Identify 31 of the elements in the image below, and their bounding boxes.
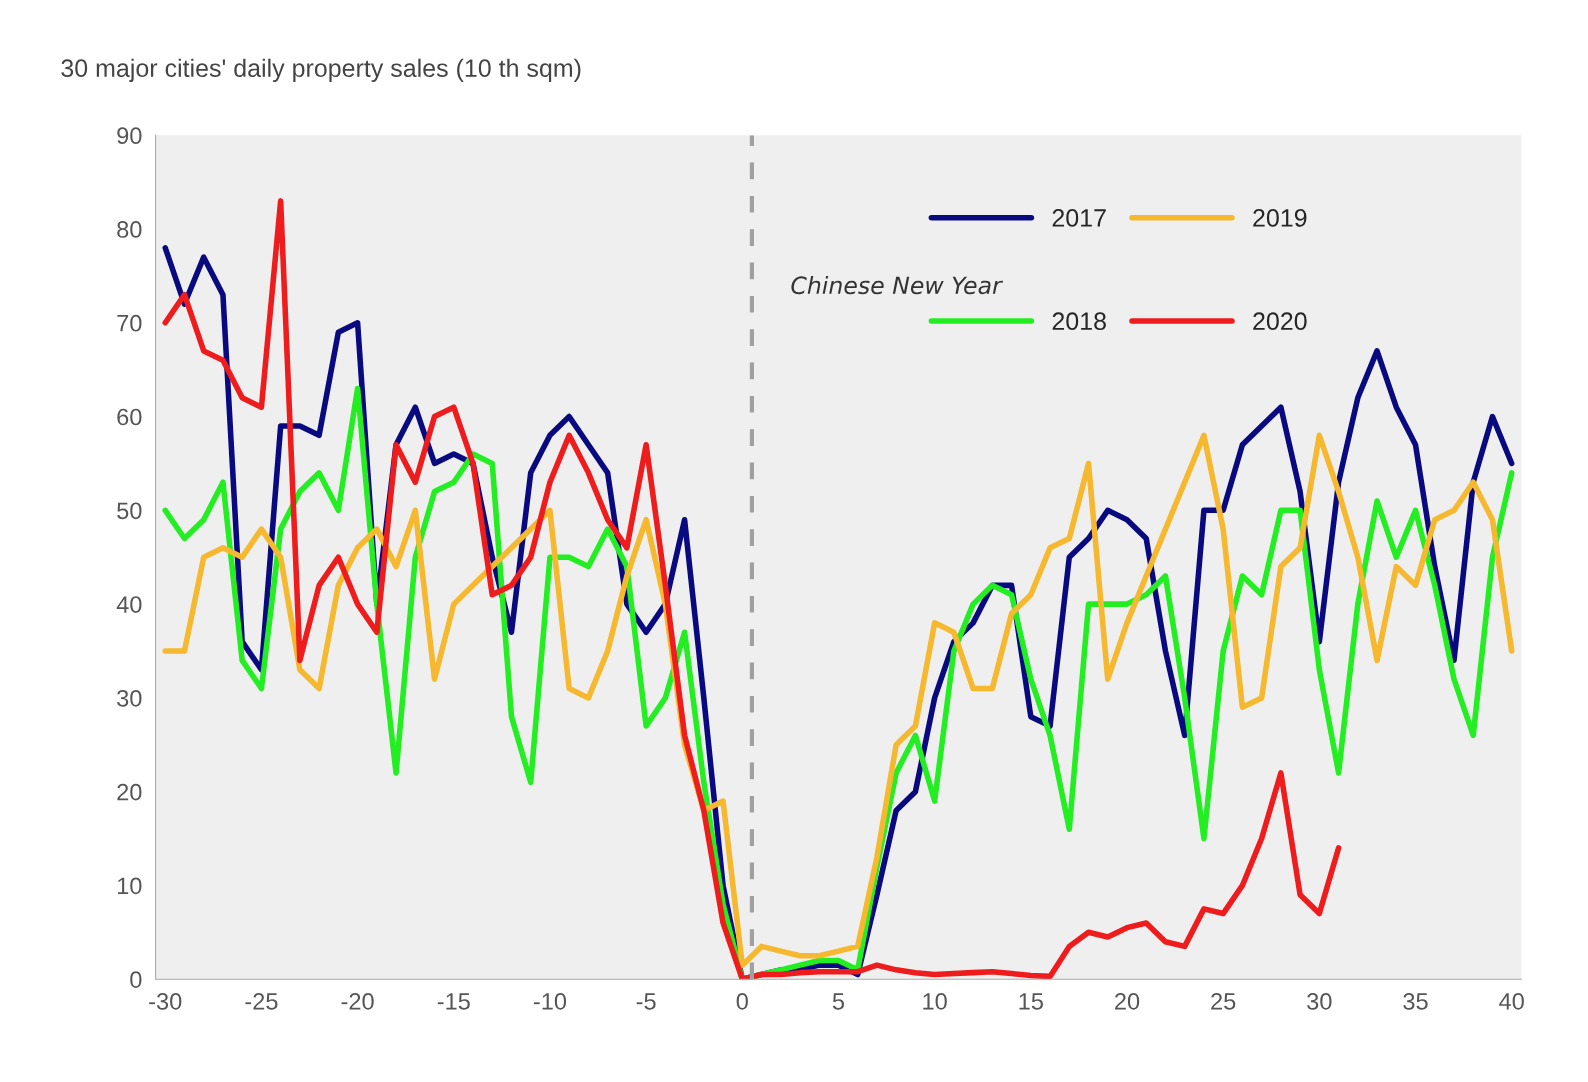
x-tick-label: -15: [437, 993, 470, 1010]
ref-line-label: Chinese New Year: [791, 275, 1003, 295]
legend-label: 2020: [1253, 312, 1307, 331]
y-tick-label: 70: [117, 314, 142, 332]
x-tick-label: 30: [1307, 993, 1332, 1010]
x-tick-label: 15: [1019, 993, 1043, 1010]
chart-title: 30 major cities' daily property sales (10 th sqm): [61, 58, 581, 82]
x-tick-label: -5: [636, 993, 656, 1010]
legend-label: 2017: [1052, 209, 1106, 227]
y-tick-label: 60: [117, 408, 142, 426]
y-tick-label: 40: [116, 596, 142, 613]
y-tick-label: 80: [117, 221, 142, 238]
legend-label: 2018: [1052, 312, 1106, 331]
legend-label: 2019: [1253, 209, 1307, 227]
x-tick-label: 20: [1115, 993, 1140, 1010]
x-tick-label: -20: [341, 993, 374, 1010]
x-tick-label: 40: [1499, 993, 1524, 1010]
y-tick-label: 10: [117, 877, 142, 895]
x-tick-label: -10: [533, 993, 567, 1010]
x-tick-label: 35: [1403, 993, 1428, 1010]
y-tick-label: 30: [117, 689, 142, 707]
x-tick-label: 0: [736, 993, 748, 1010]
x-tick-label: 5: [832, 993, 845, 1010]
x-tick-label: -25: [245, 993, 278, 1010]
y-tick-label: 20: [117, 783, 142, 801]
x-tick-label: 10: [923, 993, 947, 1010]
y-tick-label: 0: [130, 971, 142, 988]
x-tick-label: 25: [1211, 993, 1236, 1010]
y-tick-label: 90: [117, 127, 142, 145]
y-tick-label: 50: [117, 502, 142, 520]
x-tick-label: -30: [149, 993, 182, 1010]
